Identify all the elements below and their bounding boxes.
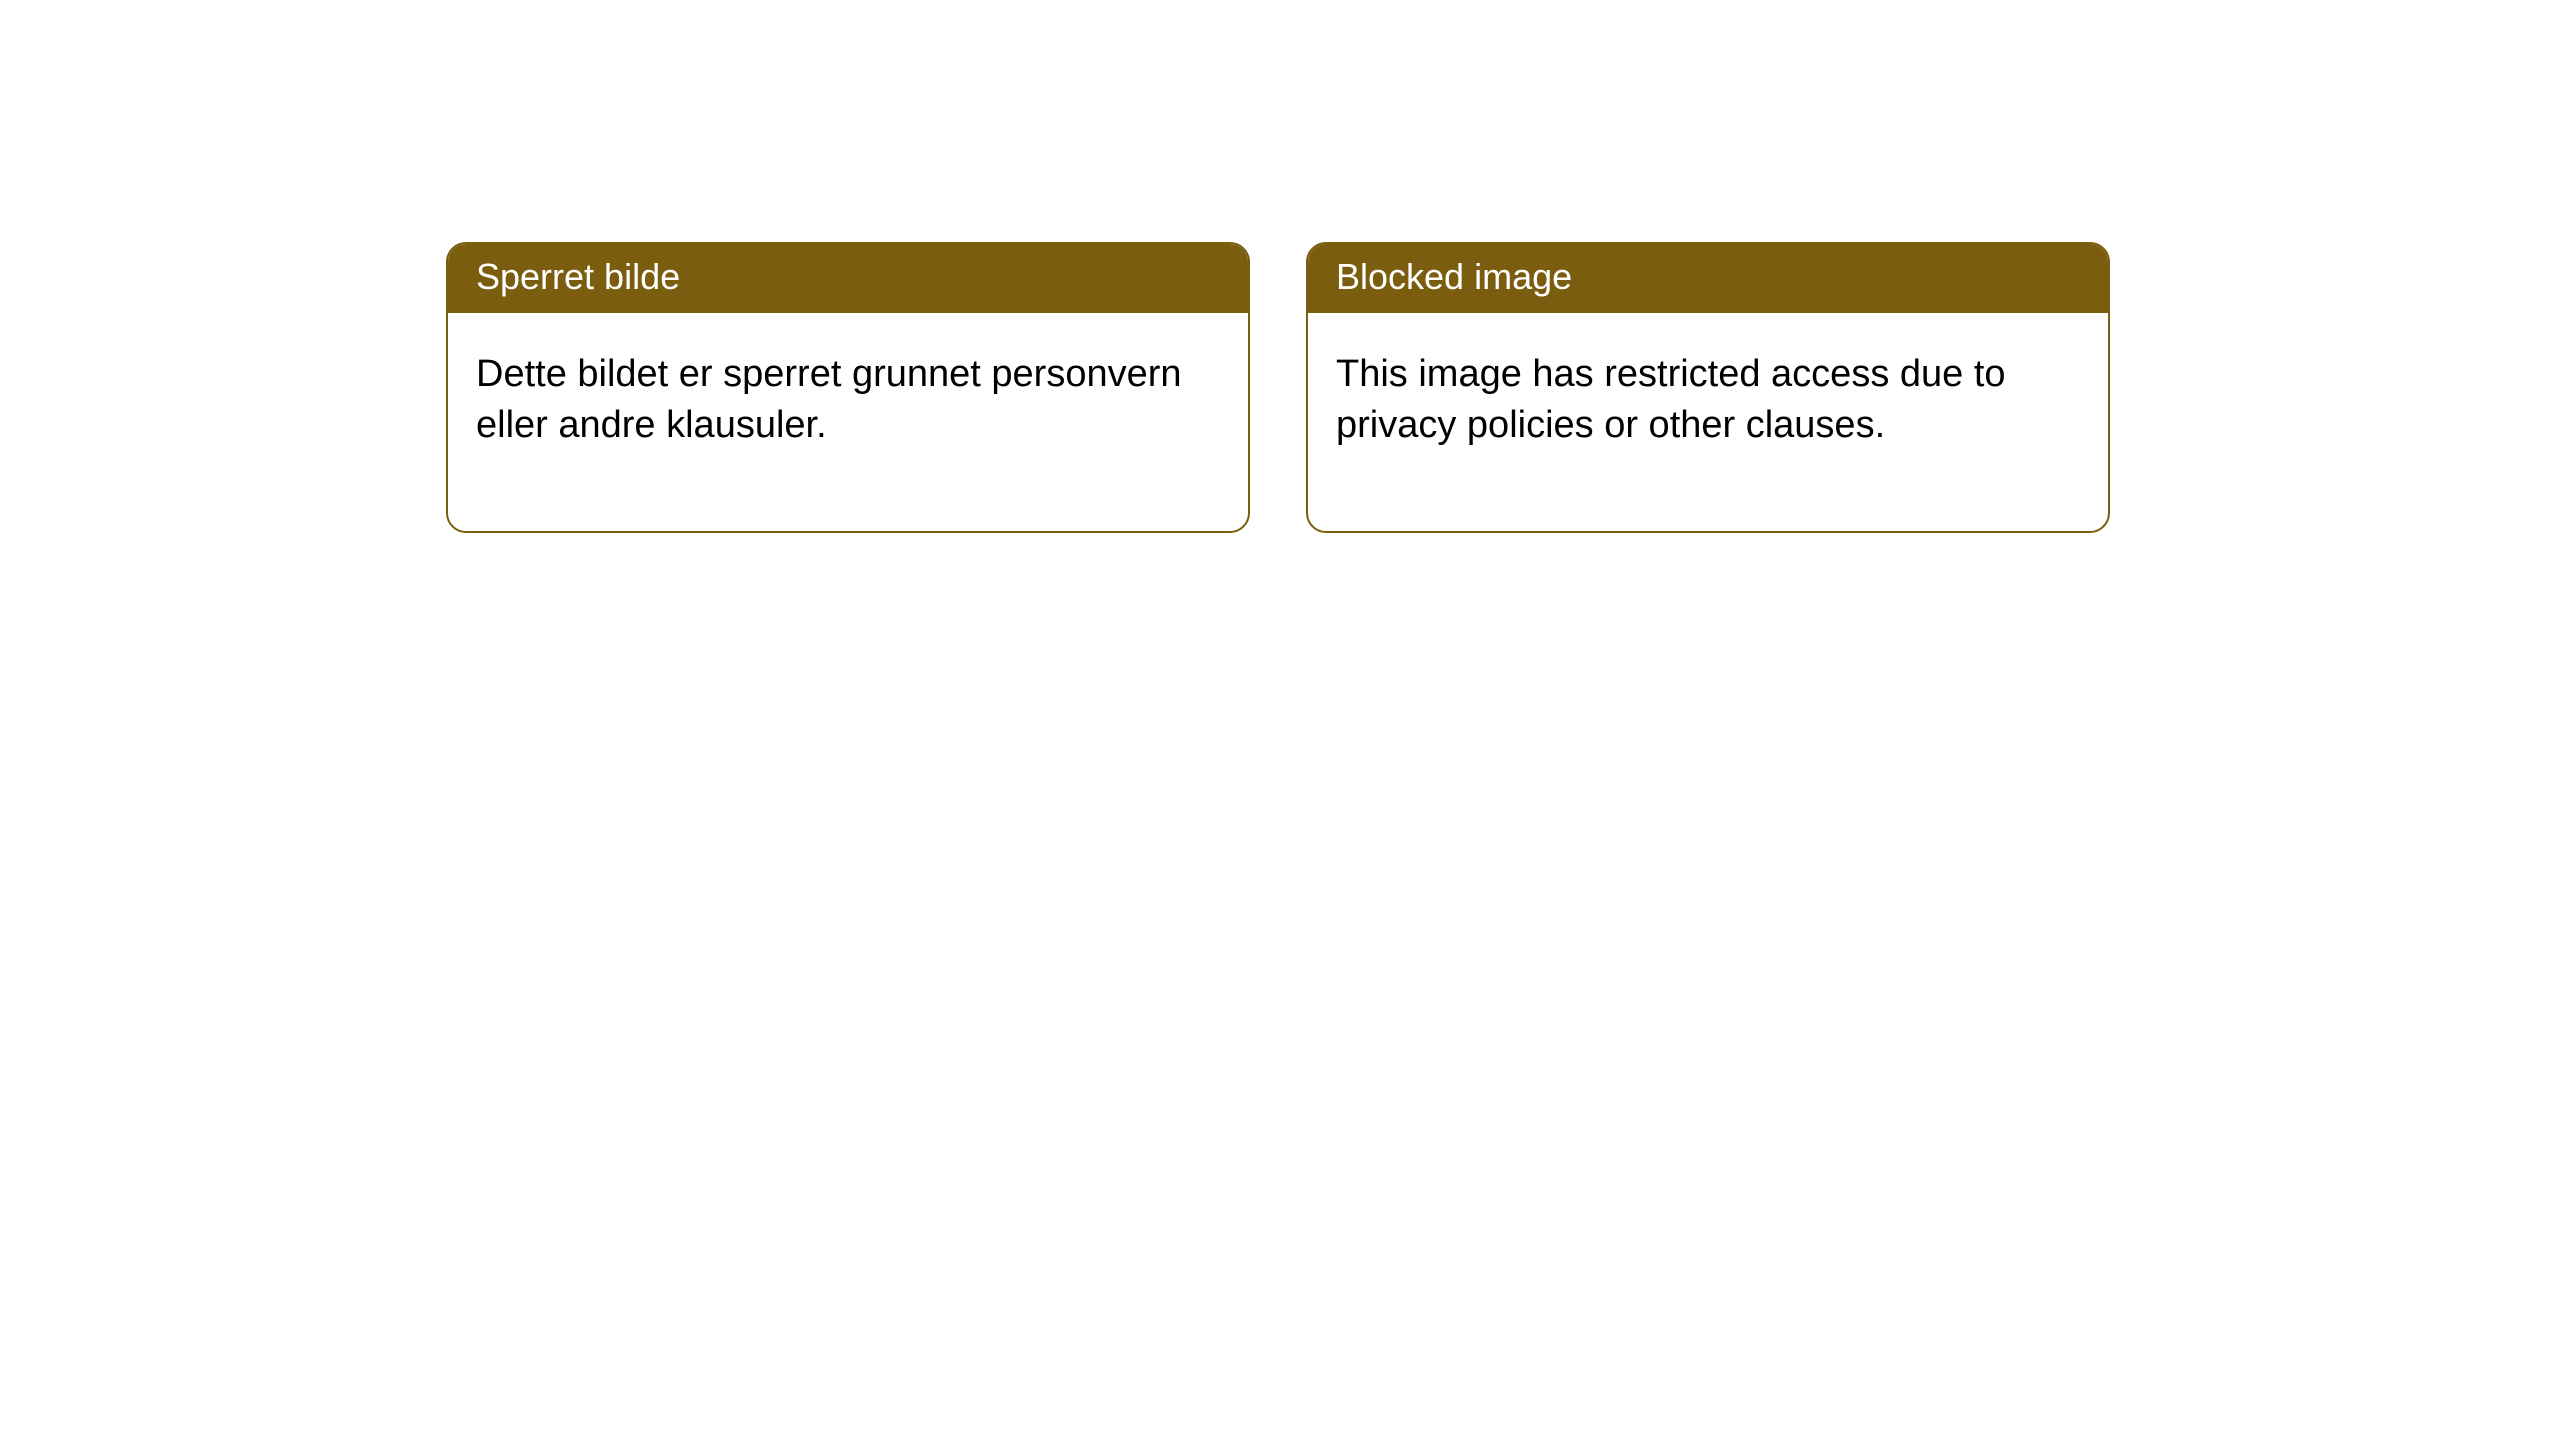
notice-card-norwegian: Sperret bilde Dette bildet er sperret gr… (446, 242, 1250, 533)
notice-card-english: Blocked image This image has restricted … (1306, 242, 2110, 533)
notice-header-norwegian: Sperret bilde (448, 244, 1248, 313)
notice-body-norwegian: Dette bildet er sperret grunnet personve… (448, 313, 1248, 532)
notice-body-english: This image has restricted access due to … (1308, 313, 2108, 532)
notice-header-english: Blocked image (1308, 244, 2108, 313)
notice-container: Sperret bilde Dette bildet er sperret gr… (0, 0, 2560, 533)
